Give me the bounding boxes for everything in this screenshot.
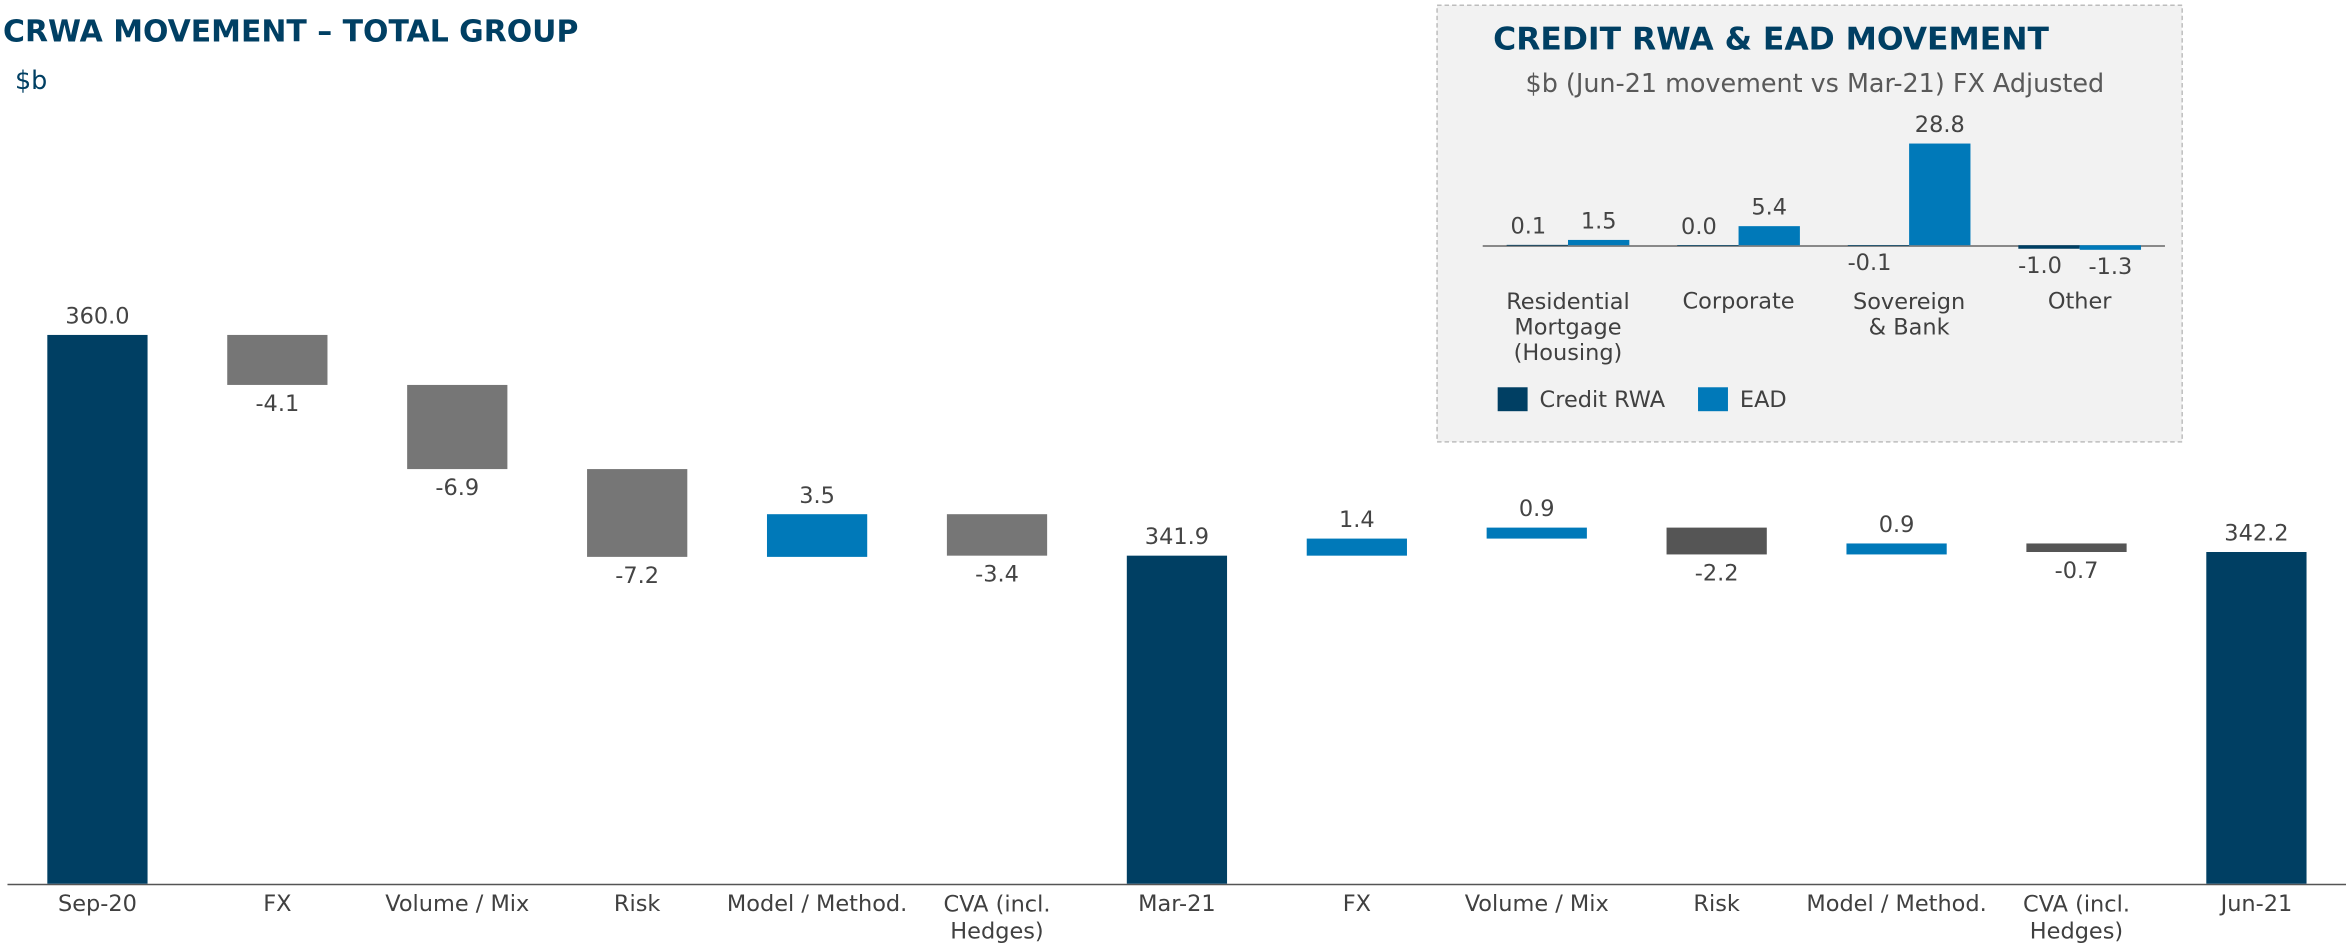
bar — [1909, 143, 1971, 246]
value-label: 1.5 — [1581, 208, 1617, 234]
bar — [2079, 245, 2142, 250]
legend-swatch — [1497, 387, 1528, 412]
bar — [47, 334, 148, 884]
inset-title: CREDIT RWA & EAD MOVEMENT — [1493, 21, 2049, 57]
x-tick-label: CVA (incl. Hedges) — [2023, 891, 2130, 944]
legend-label: Credit RWA — [1540, 387, 1666, 413]
value-label: -3.4 — [975, 562, 1019, 588]
bar — [1506, 244, 1568, 246]
bar — [2206, 552, 2307, 884]
value-label: 0.9 — [1519, 496, 1555, 522]
x-tick-label: Corporate — [1682, 289, 1794, 315]
value-label: 1.4 — [1339, 507, 1375, 533]
inset-subtitle: $b (Jun-21 movement vs Mar-21) FX Adjust… — [1526, 68, 2105, 98]
value-label: -1.3 — [2088, 254, 2132, 280]
value-label: 341.9 — [1145, 524, 1209, 550]
bar — [227, 334, 328, 385]
bar — [1567, 239, 1630, 246]
bar — [1306, 538, 1407, 556]
value-label: 0.9 — [1879, 512, 1915, 538]
value-label: 5.4 — [1751, 195, 1787, 221]
value-label: -0.7 — [2055, 558, 2099, 584]
value-label: -0.1 — [1848, 250, 1892, 276]
bar — [2018, 245, 2080, 249]
inset-panel — [1436, 4, 2183, 443]
bar — [766, 514, 868, 557]
legend-label: EAD — [1740, 387, 1787, 413]
unit-label: $b — [15, 65, 47, 95]
x-tick-label: Model / Method. — [1806, 891, 1986, 917]
bar — [587, 469, 688, 557]
value-label: 3.5 — [799, 483, 835, 509]
value-label: -2.2 — [1695, 560, 1739, 586]
x-tick-label: FX — [263, 891, 291, 917]
value-label: -4.1 — [255, 391, 299, 417]
bar — [1738, 226, 1800, 246]
x-tick-label: FX — [1343, 891, 1371, 917]
bar — [946, 514, 1048, 556]
value-label: 360.0 — [65, 303, 129, 329]
x-tick-label: Risk — [614, 891, 661, 917]
value-label: 342.2 — [2224, 521, 2288, 547]
x-tick-label: Residential Mortgage (Housing) — [1506, 289, 1630, 366]
bar — [1126, 555, 1228, 884]
x-tick-label: Model / Method. — [727, 891, 907, 917]
x-tick-label: Mar-21 — [1138, 891, 1216, 917]
legend-swatch — [1698, 387, 1728, 412]
bar — [1847, 245, 1910, 246]
x-tick-label: Volume / Mix — [385, 891, 529, 917]
value-label: -1.0 — [2018, 253, 2062, 279]
x-tick-label: Sovereign & Bank — [1853, 289, 1965, 340]
bar — [1677, 245, 1739, 246]
bar — [1666, 527, 1767, 555]
value-label: 0.0 — [1681, 214, 1717, 240]
x-tick-label: Risk — [1693, 891, 1740, 917]
value-label: -7.2 — [615, 563, 659, 589]
x-tick-label: CVA (incl. Hedges) — [944, 891, 1051, 944]
x-tick-label: Sep-20 — [58, 891, 137, 917]
x-tick-label: Jun-21 — [2219, 891, 2293, 917]
bar — [1486, 527, 1587, 539]
value-label: -6.9 — [435, 475, 479, 501]
bar — [2026, 543, 2127, 553]
value-label: 0.1 — [1510, 213, 1546, 239]
chart-title: CRWA MOVEMENT – TOTAL GROUP — [3, 14, 578, 49]
bar — [407, 384, 508, 470]
bar — [1846, 543, 1947, 555]
x-tick-label: Volume / Mix — [1465, 891, 1609, 917]
x-tick-label: Other — [2048, 289, 2112, 315]
value-label: 28.8 — [1915, 112, 1965, 138]
